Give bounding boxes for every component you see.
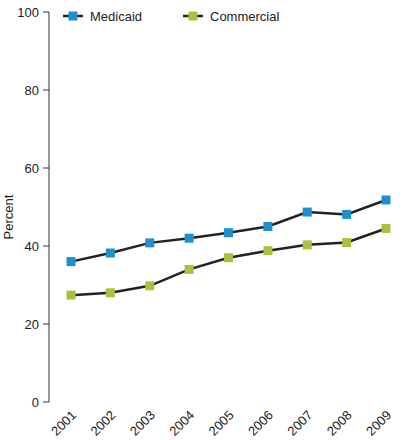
series-marker bbox=[145, 281, 154, 290]
x-tick-label: 2001 bbox=[48, 408, 79, 439]
series-marker bbox=[303, 208, 312, 217]
x-tick-label: 2003 bbox=[127, 408, 158, 439]
series-marker bbox=[67, 257, 76, 266]
series-marker bbox=[263, 222, 272, 231]
series-line bbox=[71, 200, 386, 262]
y-tick bbox=[43, 168, 49, 169]
series-marker bbox=[382, 224, 391, 233]
y-axis-label: Percent bbox=[1, 194, 16, 239]
series-marker bbox=[185, 234, 194, 243]
series-marker bbox=[106, 249, 115, 258]
legend-label: Medicaid bbox=[90, 9, 142, 24]
y-tick bbox=[43, 246, 49, 247]
x-tick-label: 2002 bbox=[87, 408, 118, 439]
series-line bbox=[71, 228, 386, 295]
x-tick-label: 2009 bbox=[363, 408, 394, 439]
x-tick-label: 2005 bbox=[206, 408, 237, 439]
y-tick bbox=[43, 90, 49, 91]
y-tick bbox=[43, 12, 49, 13]
x-tick-label: 2004 bbox=[166, 408, 197, 439]
y-tick-label: 0 bbox=[32, 395, 39, 410]
y-tick-label: 40 bbox=[25, 239, 39, 254]
series-marker bbox=[185, 265, 194, 274]
y-axis bbox=[49, 12, 50, 402]
legend-marker bbox=[69, 12, 78, 21]
y-tick-label: 100 bbox=[17, 5, 39, 20]
series-marker bbox=[342, 238, 351, 247]
y-tick-label: 20 bbox=[25, 317, 39, 332]
legend-label: Commercial bbox=[210, 9, 279, 24]
series-marker bbox=[263, 246, 272, 255]
series-marker bbox=[224, 228, 233, 237]
series-marker bbox=[106, 288, 115, 297]
series-marker bbox=[342, 210, 351, 219]
y-tick bbox=[43, 324, 49, 325]
series-marker bbox=[145, 238, 154, 247]
y-tick-label: 80 bbox=[25, 83, 39, 98]
y-tick bbox=[43, 402, 49, 403]
legend-marker bbox=[189, 12, 198, 21]
plot-area bbox=[67, 195, 391, 299]
x-tick-label: 2008 bbox=[324, 408, 355, 439]
x-tick-label: 2006 bbox=[245, 408, 276, 439]
chart: 0 20 40 60 80 100 Percent 2001 2002 2003 2004 2005 2… bbox=[0, 0, 418, 440]
series-marker bbox=[67, 291, 76, 300]
x-tick-label: 2007 bbox=[284, 408, 315, 439]
series-marker bbox=[224, 253, 233, 262]
y-tick-label: 60 bbox=[25, 161, 39, 176]
series-marker bbox=[303, 240, 312, 249]
series-marker bbox=[382, 195, 391, 204]
